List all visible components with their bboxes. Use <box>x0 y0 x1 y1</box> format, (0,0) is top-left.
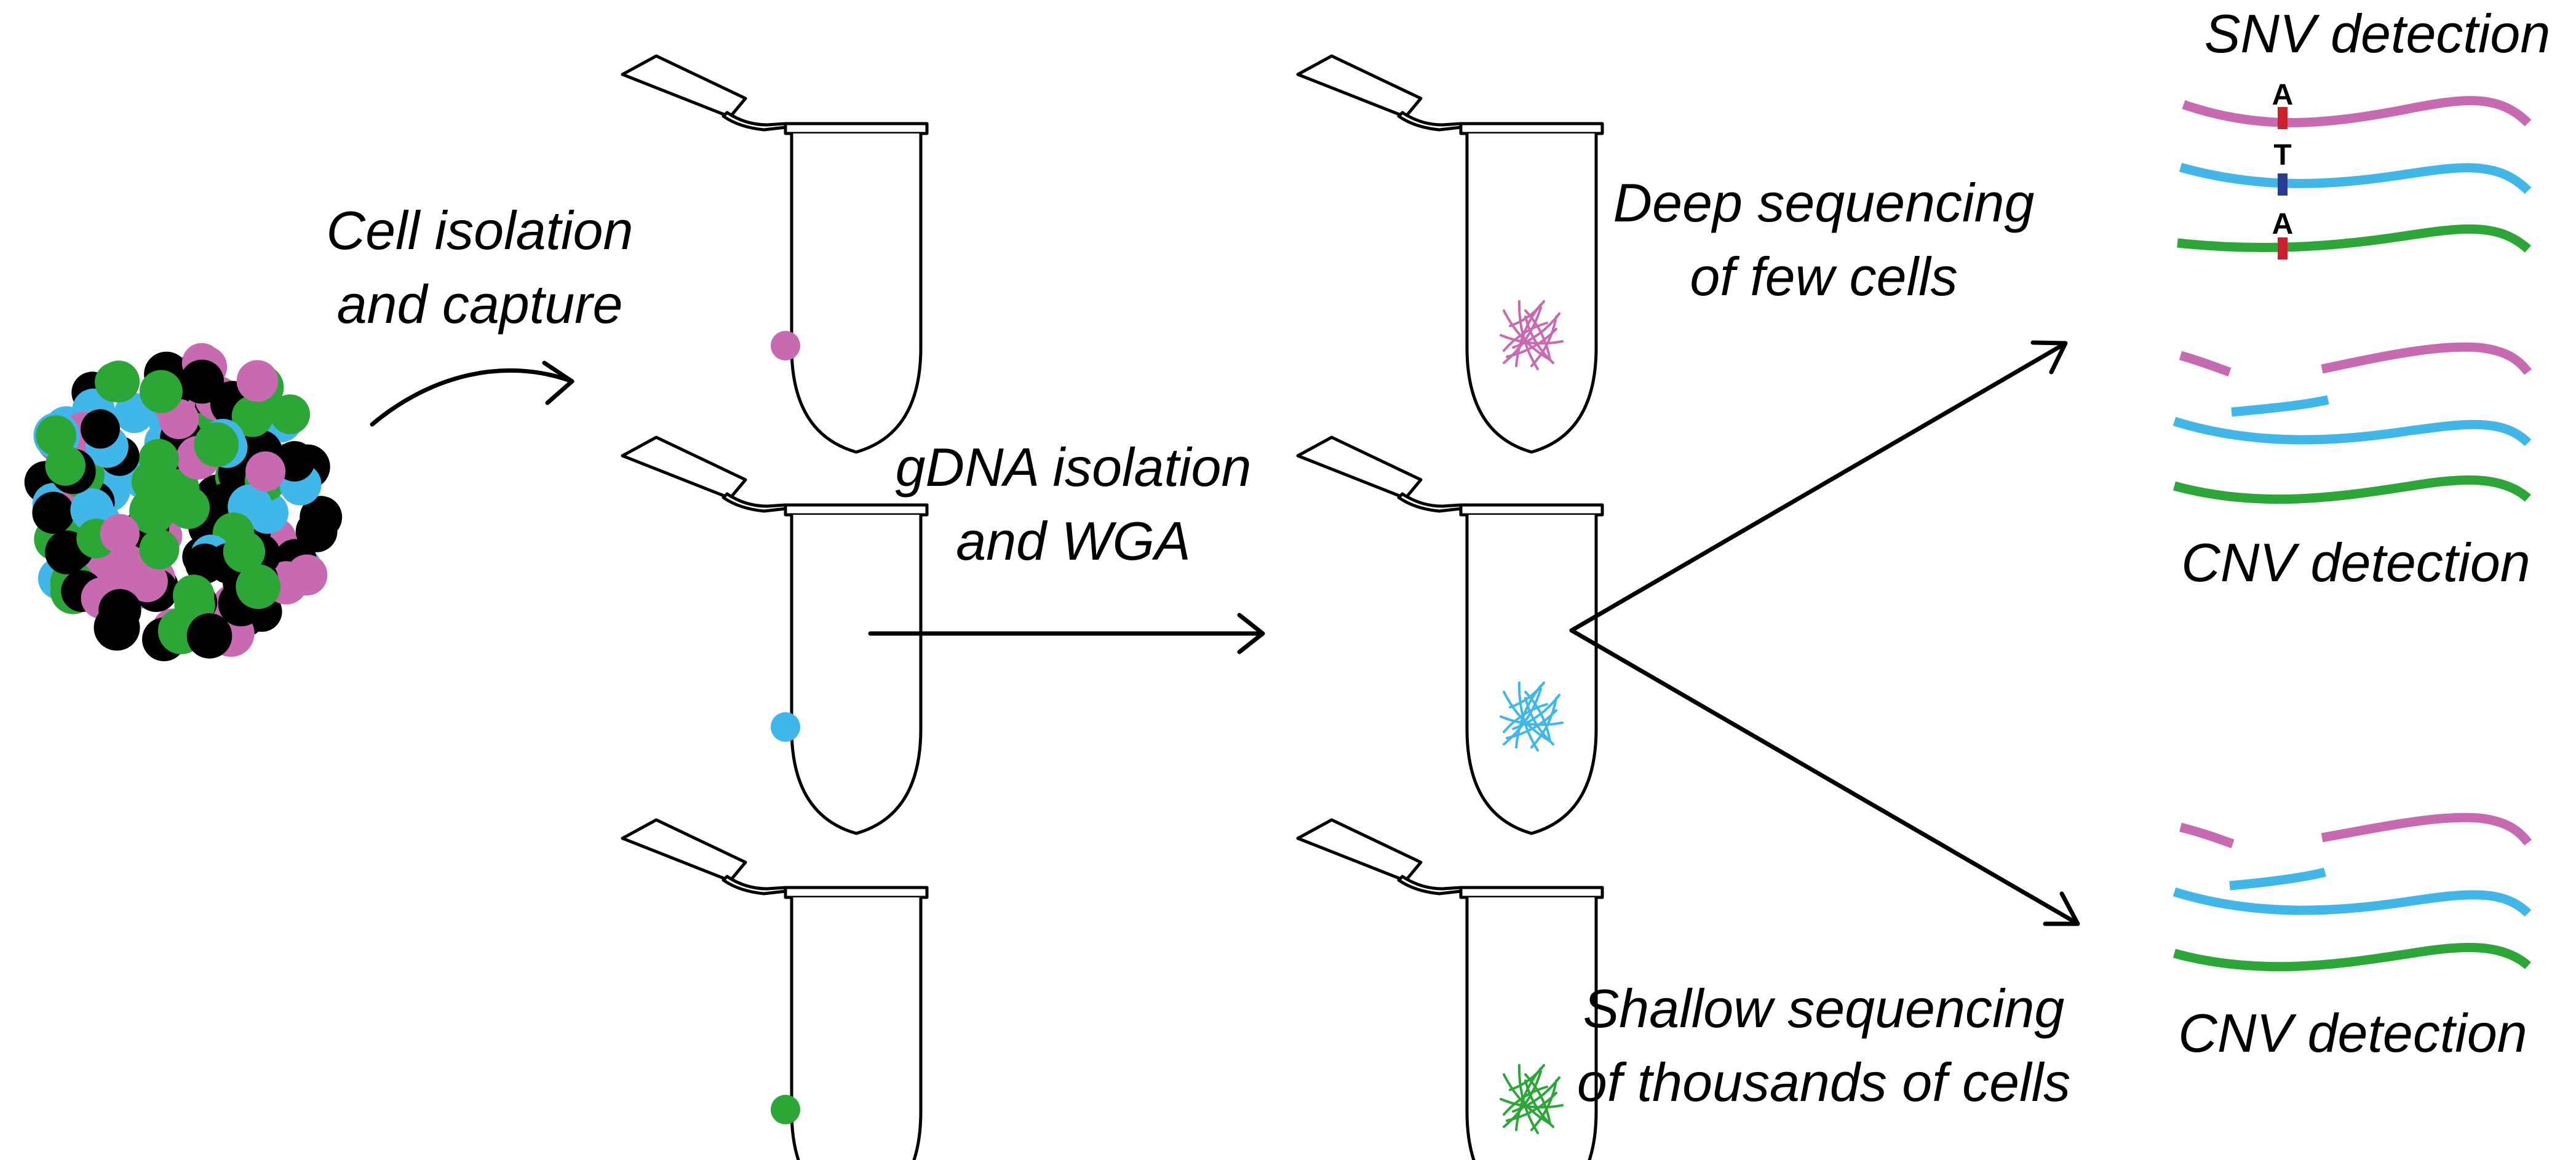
deep-label-line1: Deep sequencing <box>1613 172 2035 233</box>
dna-fragment <box>1500 1098 1564 1109</box>
dna-fragment <box>1503 322 1548 352</box>
dna-tube-green <box>1298 820 1602 1160</box>
amplified-dna-blue <box>1500 681 1564 752</box>
cell-circle <box>194 422 239 467</box>
dna-fragment <box>1503 1070 1542 1128</box>
single-cell-pink-dot <box>771 331 800 360</box>
cell-circle <box>173 574 215 616</box>
dna-fragment <box>1503 688 1542 745</box>
cell-circle <box>97 360 140 403</box>
cell-circle <box>186 613 233 659</box>
dna-fragment <box>1524 309 1551 361</box>
cell-circle <box>126 560 168 603</box>
cell-tube-pink <box>622 56 927 452</box>
dna-fragment <box>1524 1073 1551 1125</box>
amplified-dna-green <box>1500 1064 1564 1134</box>
dna-tube-blue <box>1298 437 1602 833</box>
cell-circle <box>138 439 179 479</box>
gdna-label-line1: gDNA isolation <box>896 437 1252 498</box>
isolation-label-line2: and capture <box>337 274 623 335</box>
dna-fragment <box>1500 334 1564 345</box>
snv-base-3: A <box>2272 208 2294 240</box>
cell-circle <box>81 409 120 449</box>
amplified-dna-pink <box>1500 300 1564 370</box>
single-cell-blue-dot <box>771 712 800 742</box>
dna-fragment <box>1530 697 1557 749</box>
dna-tube-pink <box>1298 56 1602 452</box>
cell-tube-green <box>622 820 927 1160</box>
cnv-detection-title-bottom: CNV detection <box>2178 1003 2527 1063</box>
dna-fragment <box>1503 306 1542 364</box>
cnv-strands-middle <box>2173 342 2532 504</box>
isolation-label-line1: Cell isolation <box>327 200 634 261</box>
cell-circle <box>223 530 266 573</box>
shallow-label-line2: of thousands of cells <box>1577 1052 2070 1113</box>
dna-fragment <box>1503 1086 1548 1116</box>
shallow-sequencing-arrow <box>1569 628 2080 926</box>
dna-fragment <box>1500 715 1564 726</box>
cnv-detection-title-middle: CNV detection <box>2181 532 2530 593</box>
isolation-arrow <box>370 360 574 427</box>
single-cell-green-dot <box>771 1095 800 1124</box>
cell-circle <box>236 360 279 402</box>
cell-circle <box>45 445 85 486</box>
dna-fragment <box>1530 1079 1557 1131</box>
snv-marker-1 <box>2278 107 2288 129</box>
snv-base-1: A <box>2272 79 2294 111</box>
snv-strands: A T A <box>2177 79 2532 260</box>
dna-fragment <box>1524 691 1551 742</box>
snv-detection-title: SNV detection <box>2204 3 2551 64</box>
cell-circle <box>98 589 141 632</box>
snv-marker-3 <box>2278 237 2288 260</box>
deep-sequencing-arrow <box>1569 340 2068 633</box>
cell-circle <box>236 564 281 610</box>
cell-circle <box>32 491 74 534</box>
gdna-label-line2: and WGA <box>956 510 1190 571</box>
snv-base-2: T <box>2273 139 2291 172</box>
cell-tube-blue <box>622 437 927 833</box>
cell-circle <box>167 487 210 530</box>
cell-circle <box>139 370 183 413</box>
shallow-label-line1: Shallow sequencing <box>1583 978 2065 1039</box>
cnv-strands-bottom <box>2173 812 2532 972</box>
gdna-arrow <box>868 613 1265 654</box>
cell-circle <box>245 451 286 492</box>
cell-circle <box>139 529 180 570</box>
deep-label-line2: of few cells <box>1690 246 1957 307</box>
cell-circle <box>129 488 176 534</box>
tumor-cell-cluster <box>24 343 343 662</box>
cell-circle <box>270 394 311 434</box>
dna-fragment <box>1503 703 1548 733</box>
dna-fragment <box>1530 316 1557 367</box>
cell-circle <box>231 395 274 437</box>
cell-circle <box>185 543 225 584</box>
snv-marker-2 <box>2278 173 2288 196</box>
cell-circle <box>295 510 338 552</box>
cell-circle <box>100 514 140 554</box>
